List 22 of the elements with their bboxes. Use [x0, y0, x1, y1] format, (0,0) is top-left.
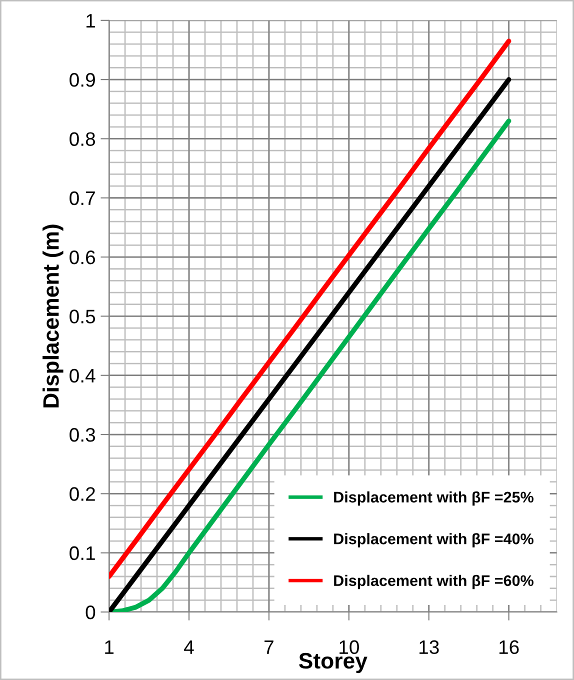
legend-label: Displacement with βF =25% [334, 491, 534, 506]
x-tick-label: 7 [264, 640, 274, 654]
x-axis-title: Storey [298, 652, 368, 674]
y-tick-label: 1 [86, 14, 95, 28]
x-tick-label: 1 [105, 640, 114, 654]
x-tick-label: 13 [420, 640, 439, 654]
y-tick-label: 0.8 [70, 132, 96, 146]
y-tick-label: 0.4 [70, 368, 96, 383]
y-tick-label: 0.9 [70, 73, 95, 87]
legend-label: Displacement with βF =60% [334, 574, 534, 590]
x-tick-label: 10 [340, 640, 359, 654]
x-tick-label: 16 [499, 640, 519, 654]
y-tick-label: 0.3 [70, 428, 96, 442]
y-tick-label: 0.5 [70, 310, 96, 324]
y-tick-label: 0 [86, 605, 96, 620]
legend-label: Displacement with βF =40% [334, 533, 534, 548]
y-tick-label: 0.2 [70, 487, 95, 501]
x-tick-label: 4 [184, 640, 194, 654]
y-axis-title: Displacement (m) [42, 224, 64, 408]
y-tick-label: 0.7 [70, 191, 95, 206]
y-tick-label: 0.1 [70, 546, 95, 560]
y-tick-label: 0.6 [70, 250, 96, 264]
